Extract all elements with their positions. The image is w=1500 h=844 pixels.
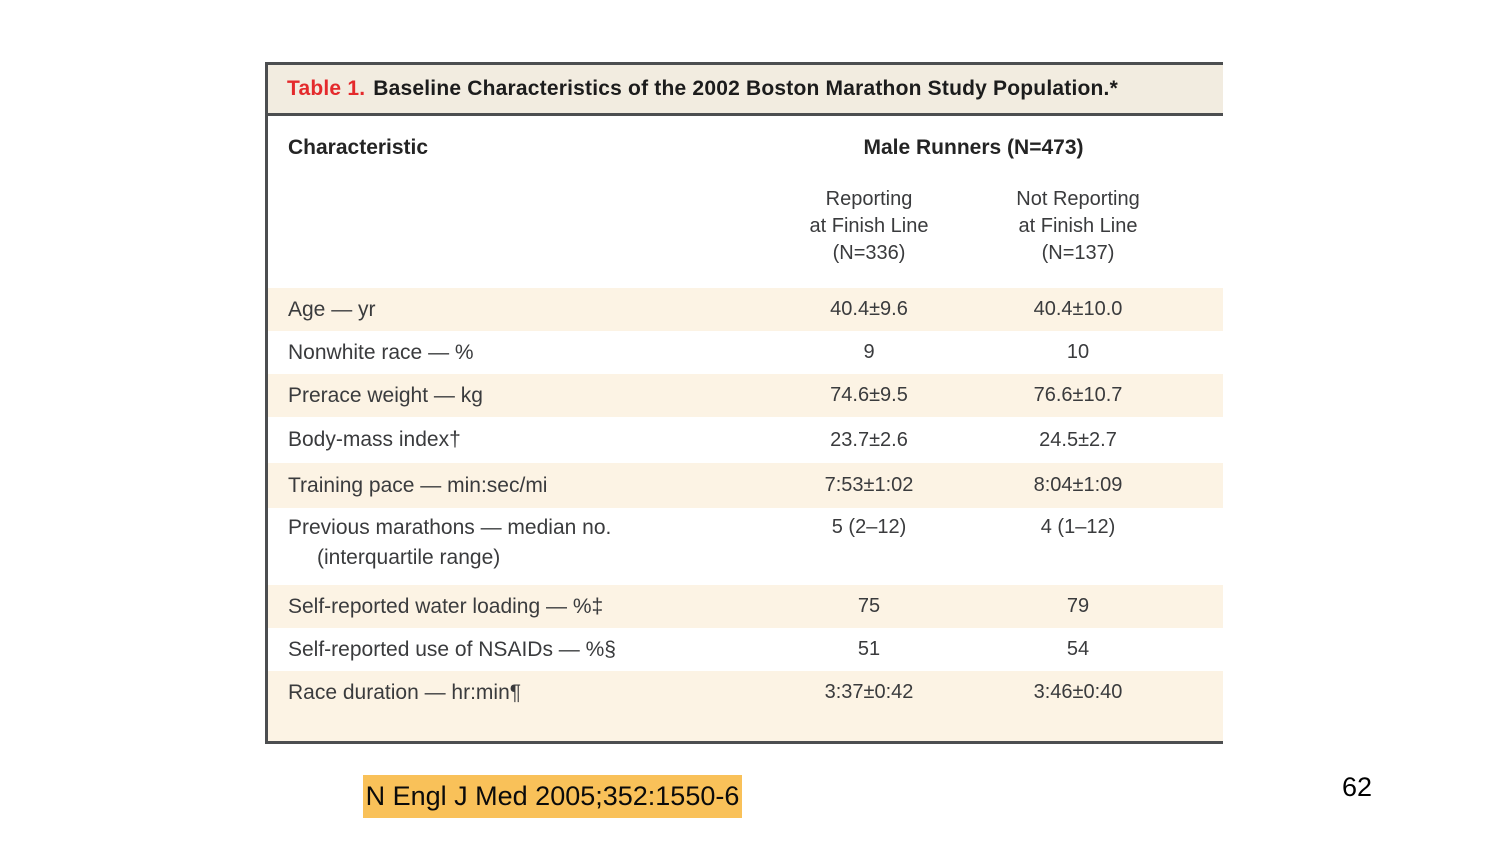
table-header-line1: Characteristic Male Runners (N=473)	[268, 116, 1223, 160]
row-label: Previous marathons — median no. (interqu…	[268, 516, 769, 570]
column-header-reporting-line1: Reporting	[825, 188, 913, 210]
page-number: 62	[1342, 772, 1373, 802]
baseline-characteristics-table: Table 1. Baseline Characteristics of the…	[265, 62, 1223, 744]
column-header-not-reporting-line1: Not Reporting	[1016, 188, 1140, 210]
row-label-line2: (interquartile range)	[317, 546, 501, 569]
table-title-label: Table 1.	[287, 77, 366, 100]
header-spacer	[1178, 186, 1223, 267]
value-reporting: 9	[863, 341, 875, 363]
value-not-reporting: 24.5±2.7	[1039, 428, 1117, 451]
value-reporting: 3:37±0:42	[824, 681, 914, 703]
row-label: Body-mass index†	[288, 428, 461, 451]
value-not-reporting: 8:04±1:09	[1033, 474, 1123, 496]
value-reporting: 74.6±9.5	[830, 384, 908, 406]
header-filler	[268, 186, 769, 267]
table-row-water-loading: Self-reported water loading — %‡ 75 79	[268, 585, 1223, 628]
column-header-characteristic: Characteristic	[288, 136, 429, 159]
row-label: Self-reported water loading — %‡	[288, 594, 604, 618]
row-label: Nonwhite race — %	[288, 340, 474, 364]
table-title: Table 1. Baseline Characteristics of the…	[268, 65, 1223, 116]
table-row-prerace-weight: Prerace weight — kg 74.6±9.5 76.6±10.7	[268, 374, 1223, 417]
table-row-nonwhite-race: Nonwhite race — % 9 10	[268, 331, 1223, 374]
row-label: Training pace — min:sec/mi	[288, 473, 548, 497]
table-row-nsaids: Self-reported use of NSAIDs — %§ 51 54	[268, 628, 1223, 671]
value-reporting: 40.4±9.6	[830, 298, 908, 320]
value-not-reporting: 79	[1066, 595, 1090, 617]
table-row-body-mass-index: Body-mass index† 23.7±2.6 24.5±2.7	[268, 417, 1223, 463]
row-label-line1: Previous marathons — median no.	[288, 516, 612, 539]
column-gap	[969, 186, 978, 267]
table-row-previous-marathons: Previous marathons — median no. (interqu…	[268, 508, 1223, 585]
table-row-age: Age — yr 40.4±9.6 40.4±10.0	[268, 288, 1223, 331]
column-header-reporting: Reporting at Finish Line (N=336)	[769, 186, 969, 267]
row-label: Prerace weight — kg	[288, 383, 483, 407]
column-header-not-reporting-line2: at Finish Line	[1018, 215, 1138, 237]
column-header-reporting-line2: at Finish Line	[809, 215, 929, 237]
value-reporting: 5 (2–12)	[831, 516, 907, 538]
row-label: Age — yr	[288, 297, 376, 321]
value-not-reporting: 4 (1–12)	[1040, 516, 1116, 538]
header-spacer	[1178, 136, 1223, 160]
value-reporting: 51	[857, 638, 881, 660]
value-not-reporting: 76.6±10.7	[1033, 384, 1123, 406]
group-header-male-runners: Male Runners (N=473)	[863, 136, 1084, 159]
table-header: Characteristic Male Runners (N=473) Repo…	[268, 116, 1223, 288]
value-reporting: 7:53±1:02	[824, 474, 914, 496]
citation-badge: N Engl J Med 2005;352:1550-6	[363, 775, 742, 818]
value-not-reporting: 10	[1066, 341, 1090, 363]
value-not-reporting: 54	[1066, 638, 1090, 660]
row-label: Self-reported use of NSAIDs — %§	[288, 637, 616, 661]
column-header-reporting-line3: (N=336)	[832, 242, 906, 264]
value-reporting: 75	[857, 595, 881, 617]
row-label: Race duration — hr:min¶	[288, 681, 522, 704]
table-title-text: Baseline Characteristics of the 2002 Bos…	[373, 77, 1118, 100]
table-header-line2: Reporting at Finish Line (N=336) Not Rep…	[268, 186, 1223, 267]
column-header-not-reporting: Not Reporting at Finish Line (N=137)	[978, 186, 1178, 267]
value-reporting: 23.7±2.6	[830, 428, 908, 451]
table-row-training-pace: Training pace — min:sec/mi 7:53±1:02 8:0…	[268, 463, 1223, 508]
table-row-race-duration: Race duration — hr:min¶ 3:37±0:42 3:46±0…	[268, 671, 1223, 741]
column-header-not-reporting-line3: (N=137)	[1041, 242, 1115, 264]
value-not-reporting: 40.4±10.0	[1033, 298, 1123, 320]
value-not-reporting: 3:46±0:40	[1033, 681, 1123, 703]
